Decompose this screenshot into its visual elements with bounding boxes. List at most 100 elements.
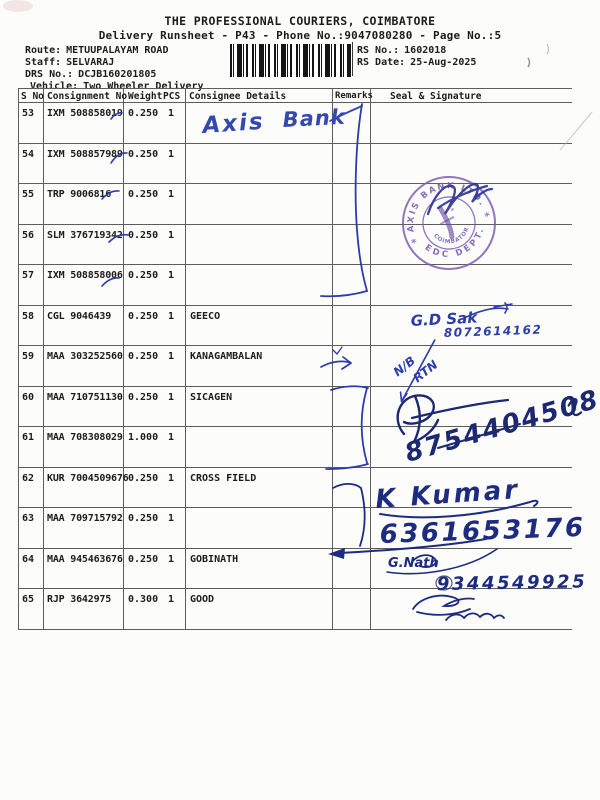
col-header-consignment: Consignment No xyxy=(47,91,128,102)
table-row: 61 MAA 708308029 1.000 1 xyxy=(18,427,572,468)
cell-consignment: TRP 9006816 xyxy=(47,189,112,200)
page-subtitle: Delivery Runsheet - P43 - Phone No.:9047… xyxy=(98,29,502,42)
rs-no-value: 1602018 xyxy=(404,45,447,56)
cell-consignee: GEECO xyxy=(190,310,221,322)
cell-sno: 53 xyxy=(22,108,35,119)
cell-pcs: 1 xyxy=(168,391,175,403)
cell-consignment: SLM 376719342 xyxy=(47,229,123,241)
cell-sno: 61 xyxy=(22,432,35,443)
scan-mark xyxy=(527,57,531,68)
cell-sno: 55 xyxy=(22,189,35,200)
rs-date-value: 25-Aug-2025 xyxy=(410,57,477,68)
cell-weight: 0.250 xyxy=(128,189,159,200)
rs-no-label: RS No.: xyxy=(357,45,400,56)
cell-weight: 0.250 xyxy=(128,513,159,524)
cell-pcs: 1 xyxy=(168,513,175,524)
cell-weight: 1.000 xyxy=(128,432,159,443)
cell-consignment: MAA 945463676 xyxy=(47,553,123,565)
cell-pcs: 1 xyxy=(168,229,175,241)
table-row: 57 IXM 508858006 0.250 1 xyxy=(18,265,572,306)
scan-smudge xyxy=(3,0,33,12)
cell-pcs: 1 xyxy=(168,148,175,160)
runsheet-table: S No Consignment No Weight PCS Consignee… xyxy=(18,88,572,630)
col-header-seal: Seal & Signature xyxy=(390,91,482,102)
route-label: Route: xyxy=(25,45,62,56)
cell-sno: 57 xyxy=(22,270,35,281)
cell-pcs: 1 xyxy=(168,108,175,119)
table-vline xyxy=(123,88,124,630)
cell-consignee: KANAGAMBALAN xyxy=(190,351,263,362)
col-header-remarks: Remarks xyxy=(335,91,373,101)
cell-weight: 0.250 xyxy=(128,108,159,119)
route-line: Route: METUUPALAYAM ROAD xyxy=(25,45,168,56)
cell-pcs: 1 xyxy=(168,594,175,605)
cell-sno: 65 xyxy=(22,594,35,605)
cell-pcs: 1 xyxy=(168,310,175,322)
cell-weight: 0.250 xyxy=(128,148,159,160)
cell-consignment: MAA 708308029 xyxy=(47,432,123,443)
table-vline xyxy=(43,88,44,630)
table-row: 58 CGL 9046439 0.250 1 GEECO xyxy=(18,306,572,346)
cell-weight: 0.250 xyxy=(128,351,159,362)
cell-consignment: CGL 9046439 xyxy=(47,310,112,322)
vehicle-label: Vehicle: xyxy=(30,81,79,92)
rs-separator-line xyxy=(352,42,353,76)
table-row: 60 MAA 710751130 0.250 1 SICAGEN xyxy=(18,387,572,427)
cell-consignment: MAA 709715792 xyxy=(47,513,123,524)
cell-weight: 0.250 xyxy=(128,391,159,403)
cell-consignee: GOOD xyxy=(190,594,215,605)
cell-consignment: MAA 710751130 xyxy=(47,391,123,403)
table-vline xyxy=(370,88,371,630)
cell-sno: 60 xyxy=(22,391,35,403)
cell-consignment: IXM 508858006 xyxy=(47,270,123,281)
rs-date-label: RS Date: xyxy=(357,57,406,68)
cell-pcs: 1 xyxy=(168,270,175,281)
staff-line: Staff: SELVARAJ xyxy=(25,57,114,68)
page-title: THE PROFESSIONAL COURIERS, COIMBATORE xyxy=(164,14,436,28)
table-row: 62 KUR 7004509676 0.250 1 CROSS FIELD xyxy=(18,468,572,508)
col-header-consignee: Consignee Details xyxy=(189,91,287,102)
table-row: 65 RJP 3642975 0.300 1 GOOD xyxy=(18,589,572,630)
cell-weight: 0.300 xyxy=(128,594,159,605)
vehicle-value: Two Wheeler Delivery xyxy=(83,81,204,92)
table-vline xyxy=(18,88,19,630)
staff-value: SELVARAJ xyxy=(66,57,115,68)
cell-sno: 59 xyxy=(22,351,35,362)
drs-label: DRS No.: xyxy=(25,69,74,80)
table-row: 56 SLM 376719342 0.250 1 xyxy=(18,225,572,265)
table-row: 63 MAA 709715792 0.250 1 xyxy=(18,508,572,549)
table-vline xyxy=(185,88,186,630)
col-header-weight: Weight xyxy=(128,91,163,102)
cell-pcs: 1 xyxy=(168,432,175,443)
cell-weight: 0.250 xyxy=(128,229,159,241)
drs-value: DCJB160201805 xyxy=(78,69,157,80)
table-row: 59 MAA 303252560 0.250 1 KANAGAMBALAN xyxy=(18,346,572,387)
cell-consignee: GOBINATH xyxy=(190,553,239,565)
cell-consignee: SICAGEN xyxy=(190,391,233,403)
rs-date-line: RS Date: 25-Aug-2025 xyxy=(357,57,476,68)
scan-mark xyxy=(546,43,550,55)
cell-sno: 63 xyxy=(22,513,35,524)
cell-consignee: CROSS FIELD xyxy=(190,472,257,484)
cell-consignment: RJP 3642975 xyxy=(47,594,112,605)
cell-consignment: KUR 7004509676 xyxy=(47,472,129,484)
vehicle-line: Vehicle: Two Wheeler Delivery xyxy=(30,81,204,92)
table-header-row: S No Consignment No Weight PCS Consignee… xyxy=(18,88,572,103)
cell-pcs: 1 xyxy=(168,351,175,362)
cell-weight: 0.250 xyxy=(128,270,159,281)
table-row: 64 MAA 945463676 0.250 1 GOBINATH xyxy=(18,549,572,589)
route-value: METUUPALAYAM ROAD xyxy=(66,45,169,56)
cell-pcs: 1 xyxy=(168,189,175,200)
cell-sno: 54 xyxy=(22,148,35,160)
table-row: 53 IXM 508858019 0.250 1 xyxy=(18,103,572,144)
cell-consignment: IXM 508858019 xyxy=(47,108,123,119)
cell-weight: 0.250 xyxy=(128,553,159,565)
col-header-pcs: PCS xyxy=(163,91,181,102)
cell-sno: 56 xyxy=(22,229,35,241)
table-vline xyxy=(332,88,333,630)
table-row: 55 TRP 9006816 0.250 1 xyxy=(18,184,572,225)
cell-weight: 0.250 xyxy=(128,310,159,322)
cell-sno: 58 xyxy=(22,310,35,322)
cell-sno: 64 xyxy=(22,553,35,565)
